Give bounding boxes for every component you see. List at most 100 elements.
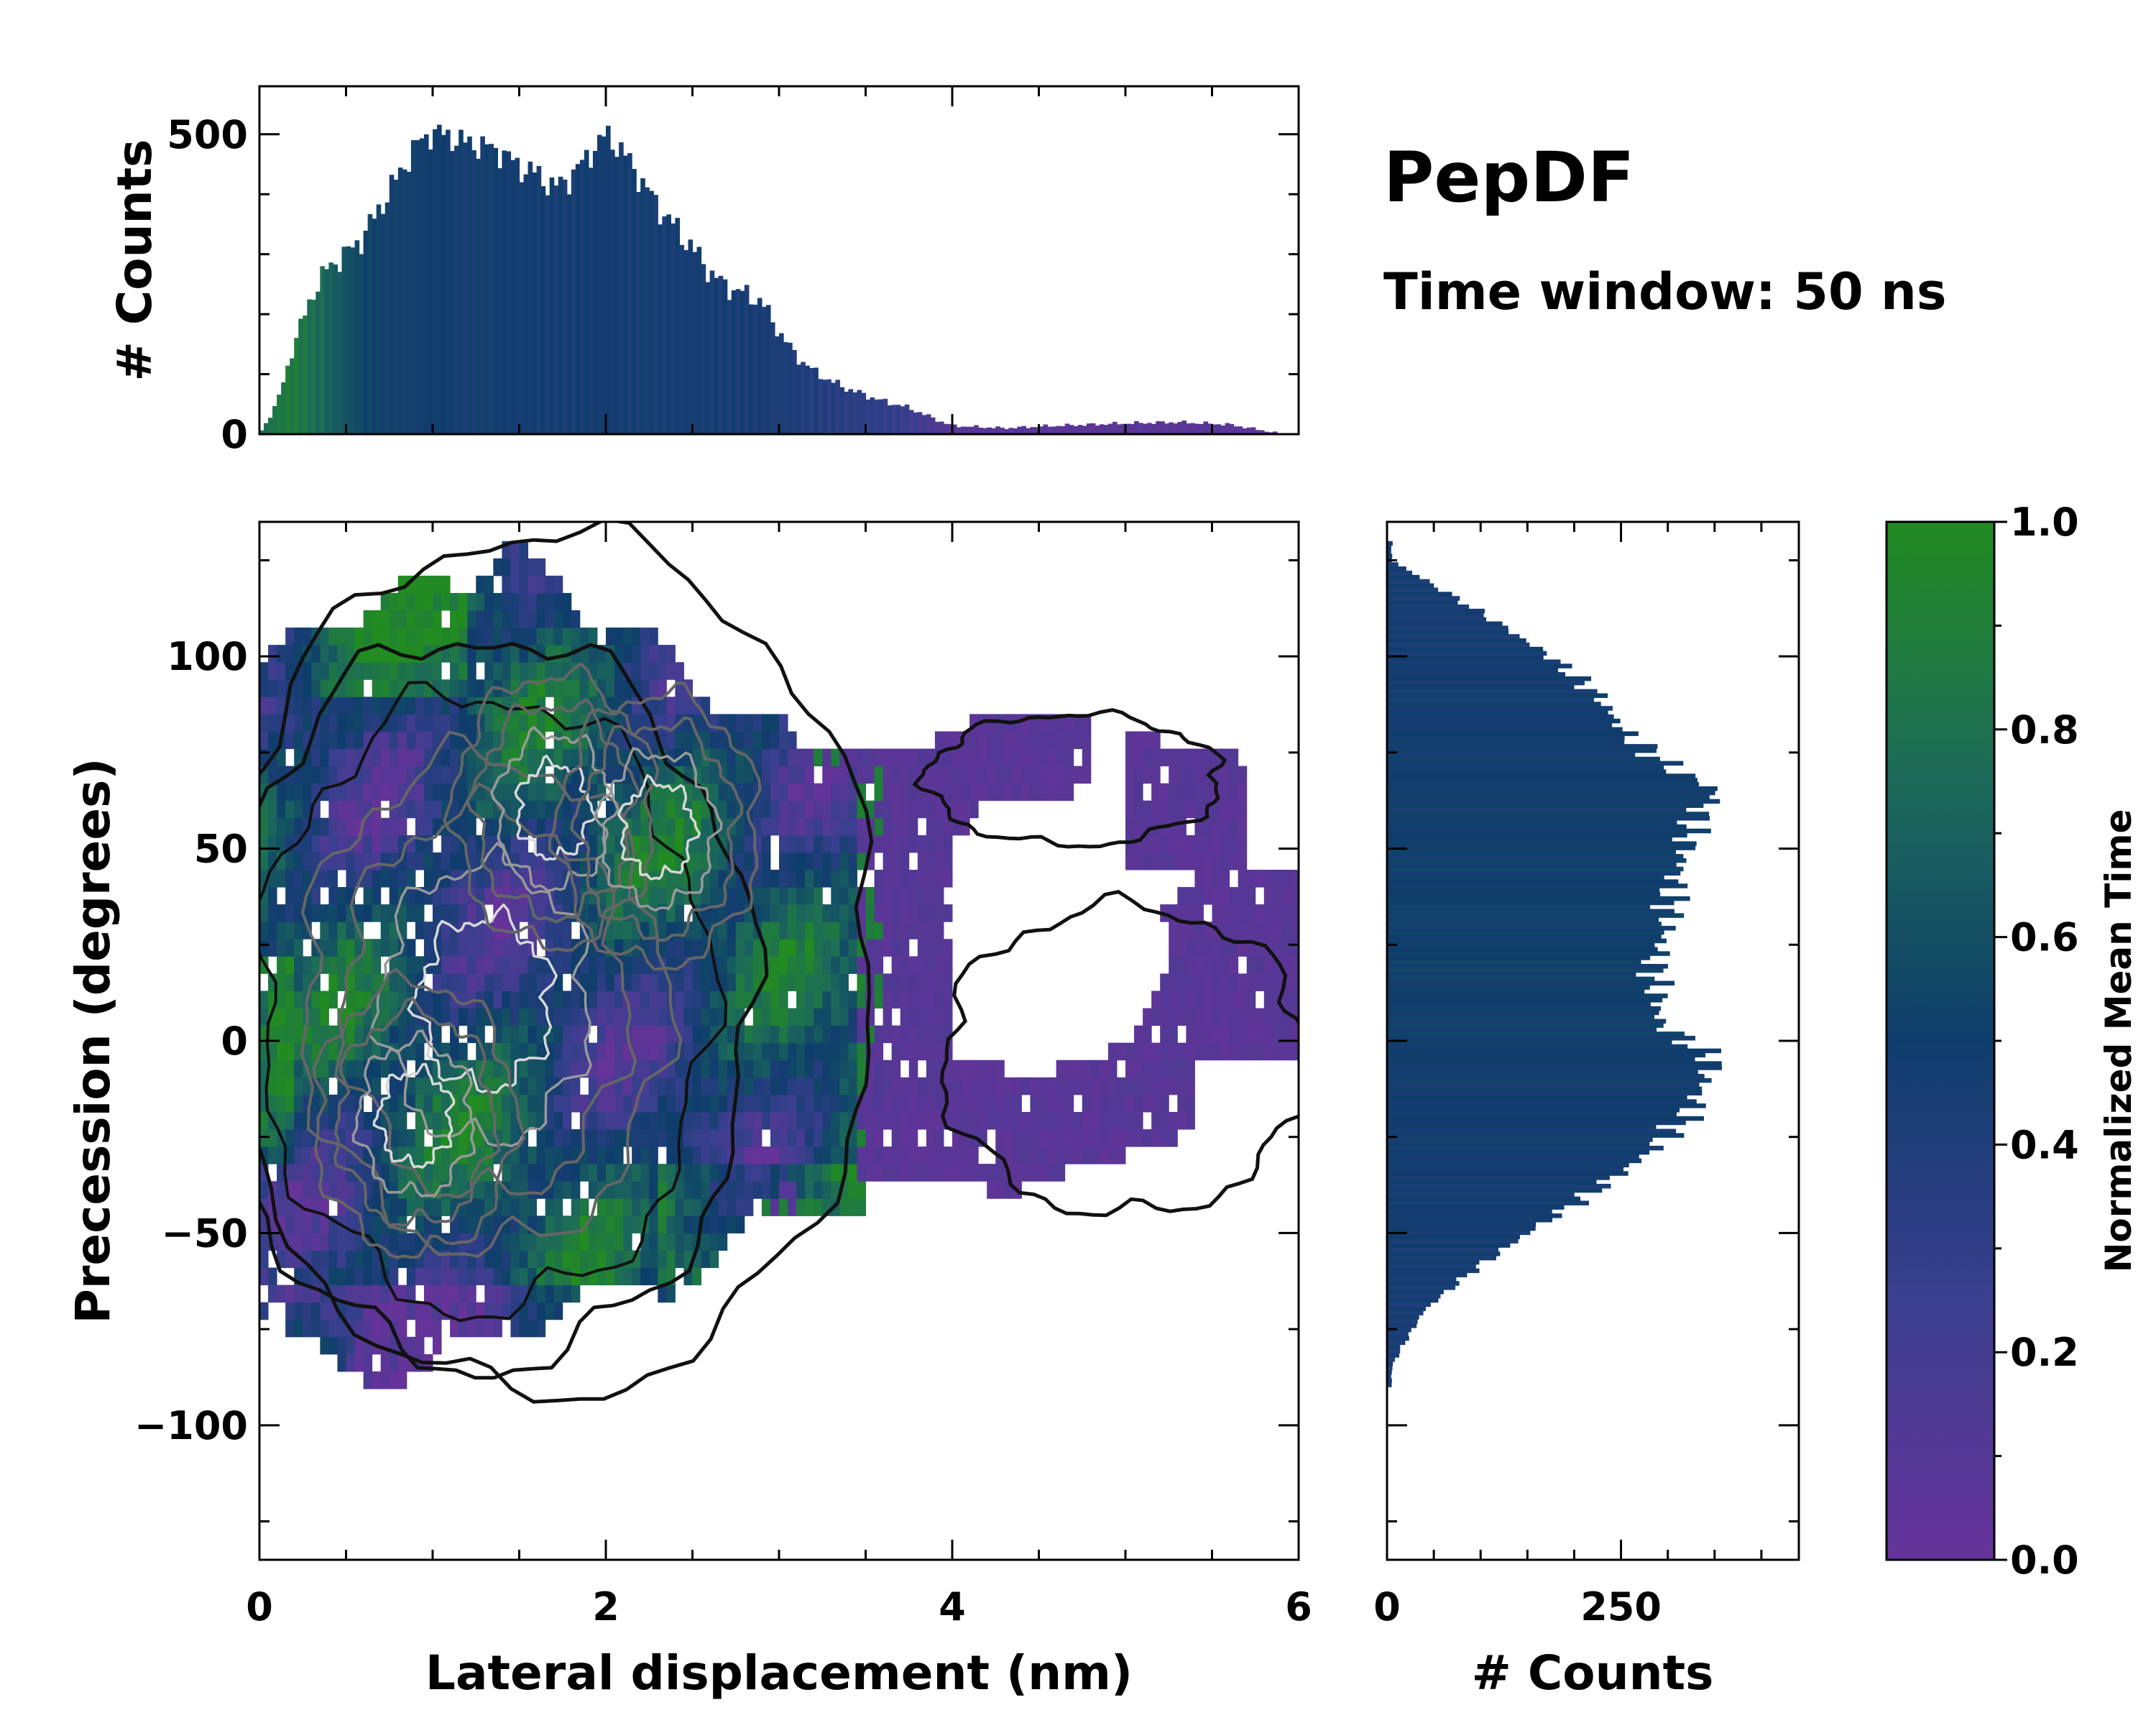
- heatmap-cell: [623, 1077, 632, 1095]
- heatmap-cell: [1177, 1008, 1187, 1026]
- heatmap-cell: [450, 1233, 459, 1251]
- heatmap-cell: [1212, 817, 1222, 836]
- heatmap-cell: [459, 1042, 468, 1061]
- heatmap-cell: [831, 1042, 840, 1061]
- heatmap-cell: [632, 645, 641, 663]
- heatmap-cell: [553, 1198, 563, 1216]
- heatmap-cell: [415, 575, 425, 594]
- heatmap-cell: [1056, 1129, 1066, 1147]
- right-histogram-bar: [1387, 1158, 1642, 1164]
- heatmap-cell: [328, 1094, 338, 1113]
- heatmap-cell: [1229, 1042, 1239, 1061]
- top-histogram-bars: [259, 124, 1299, 435]
- heatmap-cell: [528, 1042, 538, 1061]
- heatmap-cell: [614, 1111, 624, 1130]
- top-histogram-bar: [662, 216, 667, 434]
- heatmap-cell: [908, 1111, 918, 1130]
- top-histogram-bar: [1056, 426, 1061, 434]
- heatmap-cell: [484, 714, 494, 732]
- heatmap-cell: [952, 748, 962, 767]
- right-histogram-bar: [1387, 1319, 1418, 1324]
- heatmap-cell: [709, 1146, 719, 1164]
- heatmap-cell: [459, 628, 468, 645]
- heatmap-cell: [805, 1008, 814, 1026]
- heatmap-cell: [579, 904, 589, 922]
- heatmap-cell: [1030, 1111, 1039, 1130]
- heatmap-cell: [285, 1008, 295, 1026]
- heatmap-cell: [423, 783, 433, 801]
- top-histogram-bar: [476, 158, 481, 434]
- heatmap-cell: [814, 783, 823, 801]
- heatmap-cell: [406, 1336, 416, 1355]
- heatmap-cell: [1220, 766, 1230, 784]
- heatmap-cell: [433, 628, 442, 645]
- heatmap-cell: [510, 592, 520, 611]
- right-histogram-bar: [1387, 710, 1608, 715]
- heatmap-cell: [1220, 887, 1230, 905]
- heatmap-cell: [658, 1215, 667, 1233]
- heatmap-cell: [346, 817, 356, 836]
- heatmap-cell: [1047, 748, 1057, 767]
- heatmap-cell: [606, 1233, 615, 1251]
- heatmap-cell: [476, 1233, 485, 1251]
- heatmap-cell: [1064, 1060, 1074, 1078]
- top-histogram-bar: [900, 406, 906, 434]
- heatmap-cell: [623, 1094, 632, 1113]
- heatmap-cell: [380, 835, 390, 853]
- right-histogram-bar: [1387, 1187, 1603, 1193]
- heatmap-cell: [805, 766, 814, 784]
- heatmap-cell: [1238, 783, 1248, 801]
- heatmap-cell: [1073, 731, 1083, 750]
- heatmap-cell: [337, 1146, 346, 1164]
- heatmap-cell: [406, 628, 416, 645]
- heatmap-cell: [606, 991, 615, 1009]
- heatmap-cell: [752, 1181, 763, 1199]
- heatmap-cell: [883, 1025, 893, 1044]
- heatmap-cell: [606, 1164, 615, 1182]
- heatmap-cell: [874, 904, 884, 922]
- heatmap-cell: [1134, 1060, 1143, 1078]
- heatmap-cell: [752, 731, 763, 750]
- heatmap-cell: [519, 1077, 529, 1095]
- right-histogram-bar: [1387, 964, 1668, 969]
- heatmap-cell: [1177, 1077, 1187, 1095]
- heatmap-cell: [528, 1319, 538, 1338]
- heatmap-cell: [536, 592, 546, 611]
- heatmap-cell: [796, 766, 806, 784]
- right-histogram-bar: [1387, 1374, 1391, 1379]
- heatmap-cell: [372, 783, 382, 801]
- heatmap-cell: [779, 800, 788, 819]
- heatmap-cell: [493, 1302, 502, 1320]
- heatmap-cell: [1194, 1042, 1204, 1061]
- heatmap-cell: [1238, 1042, 1248, 1061]
- heatmap-cell: [891, 817, 901, 836]
- heatmap-cell: [363, 887, 373, 905]
- heatmap-cell: [857, 766, 866, 784]
- heatmap-cell: [1246, 870, 1256, 888]
- heatmap-cell: [467, 1267, 476, 1286]
- heatmap-cell: [268, 679, 277, 697]
- heatmap-cell: [814, 1025, 823, 1044]
- heatmap-cell: [596, 1111, 607, 1130]
- heatmap-cell: [285, 991, 295, 1009]
- heatmap-cell: [415, 956, 425, 974]
- heatmap-cell: [1281, 991, 1291, 1009]
- heatmap-cell: [839, 1025, 849, 1044]
- heatmap-cell: [1177, 748, 1187, 767]
- heatmap-cell: [545, 991, 555, 1009]
- heatmap-cell: [891, 870, 901, 888]
- heatmap-cell: [917, 922, 927, 939]
- heatmap-cell: [450, 1302, 459, 1320]
- heatmap-cell: [476, 1008, 485, 1026]
- heatmap-cell: [441, 592, 451, 611]
- heatmap-cell: [459, 1302, 468, 1320]
- heatmap-cell: [692, 973, 702, 991]
- heatmap-cell: [596, 1215, 607, 1233]
- heatmap-cell: [683, 1111, 693, 1130]
- heatmap-cell: [268, 922, 277, 939]
- heatmap-cell: [926, 1094, 936, 1113]
- heatmap-cell: [831, 922, 840, 939]
- heatmap-cell: [1229, 783, 1239, 801]
- heatmap-cell: [1030, 1164, 1039, 1182]
- heatmap-cell: [727, 956, 737, 974]
